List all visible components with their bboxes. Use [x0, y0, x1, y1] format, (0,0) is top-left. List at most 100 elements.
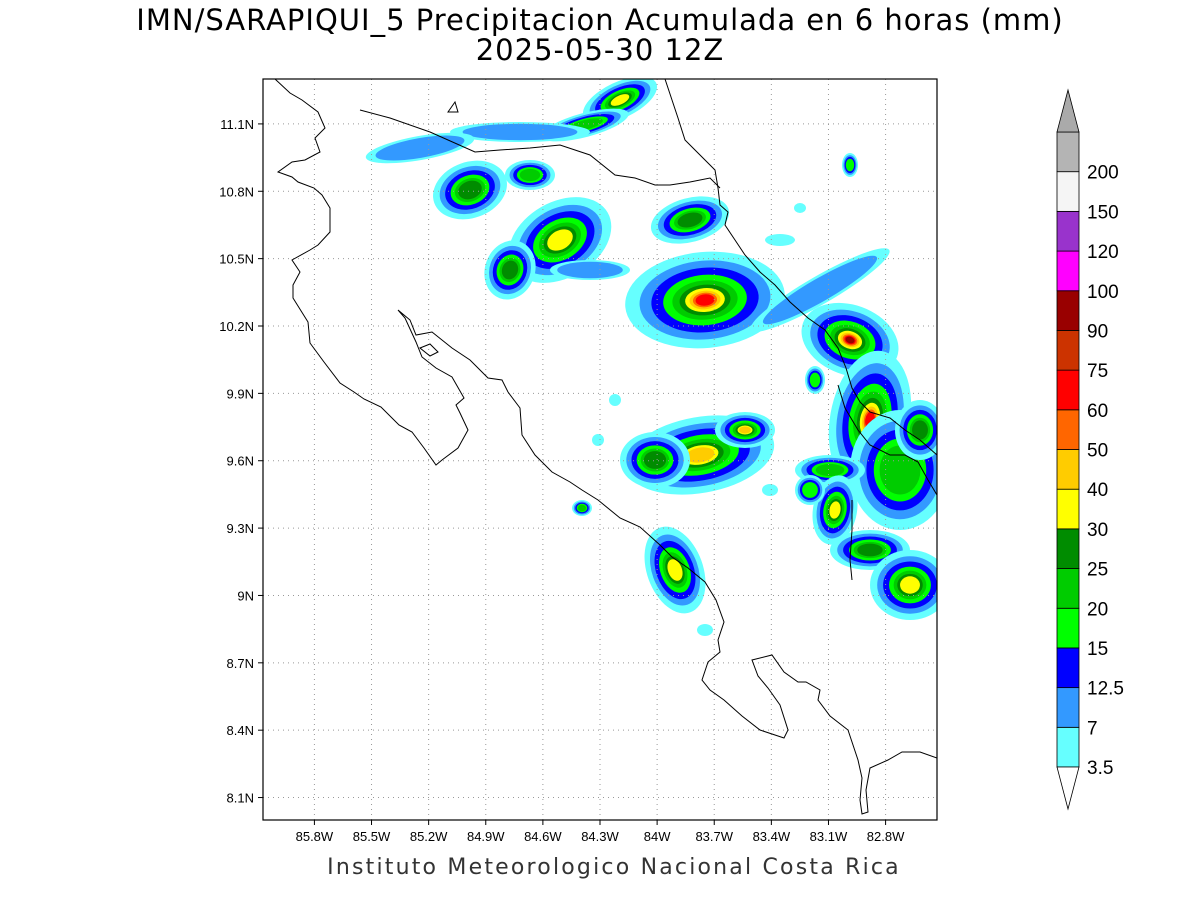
- lat-tick-label: 11.1N: [220, 117, 254, 132]
- precip-cell: [765, 234, 795, 246]
- costa-rica-panama-border-south: [849, 500, 853, 581]
- lon-tick-label: 82.8W: [867, 829, 905, 844]
- colorbar-label: 25: [1087, 560, 1108, 581]
- precip-cell: [845, 158, 855, 172]
- lon-tick-label: 85.8W: [296, 829, 334, 844]
- precip-cell: [697, 624, 713, 636]
- lat-tick-label: 9.6N: [227, 454, 254, 469]
- precip-cell: [667, 559, 683, 581]
- precip-cell: [462, 123, 578, 141]
- precip-cell: [685, 447, 715, 463]
- precip-cell: [592, 434, 604, 446]
- colorbar-swatch: [1056, 409, 1080, 450]
- colorbar-swatch: [1056, 250, 1080, 292]
- precipitation-field: [365, 79, 937, 636]
- nicaragua-pacific-coast: [274, 79, 937, 815]
- colorbar: 3.5 7 12.5 15 20 25 30 40 50 60 75 90 100 120 150 200: [1056, 88, 1124, 811]
- precip-cell: [794, 203, 806, 213]
- precip-cell: [815, 463, 845, 477]
- lon-tick-label: 85.5W: [353, 829, 391, 844]
- longitude-axis: 85.8W 85.5W 85.2W 84.9W 84.6W 84.3W 84W 83.7W 83…: [296, 820, 905, 844]
- colorbar-label: 150: [1087, 202, 1119, 223]
- precip-cell: [912, 420, 928, 440]
- lon-tick-label: 85.2W: [410, 829, 448, 844]
- lat-tick-label: 9.9N: [227, 386, 254, 401]
- precip-cell: [829, 501, 841, 519]
- colorbar-label: 20: [1087, 599, 1108, 620]
- caribbean-coast: [664, 79, 937, 456]
- colorbar-swatch: [1056, 488, 1080, 530]
- precip-cell: [739, 426, 751, 434]
- map-subtitle-date: 2025-05-30 12Z: [475, 33, 725, 67]
- colorbar-swatch: [1056, 528, 1080, 569]
- colorbar-label: 90: [1087, 321, 1108, 342]
- colorbar-swatch: [1056, 330, 1080, 371]
- lon-tick-label: 83.1W: [810, 829, 848, 844]
- lon-tick-label: 83.7W: [695, 829, 733, 844]
- colorbar-label: 15: [1087, 639, 1108, 660]
- latitude-axis: 11.1N 10.8N 10.5N 10.2N 9.9N 9.6N 9.3N 9N 8.7N 8.…: [219, 117, 263, 806]
- colorbar-swatch: [1056, 568, 1080, 609]
- precip-cell: [857, 543, 883, 557]
- precip-cell: [557, 261, 623, 279]
- colorbar-swatch: [1056, 726, 1080, 768]
- lat-tick-label: 10.8N: [219, 184, 254, 199]
- precip-cell: [375, 135, 465, 161]
- colorbar-label: 30: [1087, 520, 1108, 541]
- colorbar-label: 40: [1087, 480, 1108, 501]
- precip-cell: [519, 168, 541, 182]
- precip-cell: [501, 260, 519, 280]
- precip-cell: [762, 484, 778, 496]
- colorbar-swatch: [1056, 647, 1080, 689]
- precip-cell: [458, 180, 482, 200]
- lon-tick-label: 84.9W: [467, 829, 505, 844]
- lat-tick-label: 8.1N: [227, 791, 254, 806]
- lat-tick-label: 9.3N: [227, 521, 254, 536]
- colorbar-label: 100: [1087, 282, 1119, 303]
- colorbar-label: 75: [1087, 361, 1108, 382]
- lat-tick-label: 9N: [237, 588, 254, 603]
- precip-cell: [577, 504, 587, 512]
- precip-cell: [802, 482, 818, 498]
- gulf-nicoya-island: [419, 343, 439, 357]
- colorbar-label: 200: [1087, 163, 1119, 184]
- lon-tick-label: 84W: [644, 829, 671, 844]
- map-title: IMN/SARAPIQUI_5 Precipitacion Acumulada …: [136, 3, 1064, 37]
- precip-cell: [695, 294, 715, 306]
- precip-cell: [610, 94, 630, 106]
- colorbar-swatch: [1056, 369, 1080, 411]
- colorbar-label: 12.5: [1087, 679, 1124, 700]
- lon-tick-label: 84.6W: [524, 829, 562, 844]
- colorbar-swatch: [1056, 449, 1080, 490]
- colorbar-swatch: [1056, 290, 1080, 331]
- lake-nicaragua-island: [447, 100, 459, 113]
- colorbar-swatch: [1056, 607, 1080, 649]
- colorbar-label: 120: [1087, 242, 1119, 263]
- lat-tick-label: 8.4N: [227, 723, 254, 738]
- precip-cell: [845, 336, 855, 344]
- costa-rica-panama-border: [837, 384, 937, 496]
- footer-credit: Instituto Meteorologico Nacional Costa R…: [327, 855, 901, 880]
- nicaragua-costa-rica-border: [359, 109, 721, 189]
- lat-tick-label: 10.5N: [219, 252, 254, 267]
- colorbar-arrow-above: [1056, 88, 1080, 133]
- colorbar-label: 60: [1087, 401, 1108, 422]
- colorbar-label: 50: [1087, 441, 1108, 462]
- precip-cell: [762, 255, 878, 325]
- colorbar-swatch: [1056, 171, 1080, 212]
- precip-cell: [609, 394, 621, 406]
- colorbar-label: 3.5: [1087, 758, 1113, 779]
- lon-tick-label: 83.4W: [753, 829, 791, 844]
- lat-tick-label: 10.2N: [219, 319, 254, 334]
- precip-cell: [677, 212, 703, 228]
- lon-tick-label: 84.3W: [581, 829, 619, 844]
- precip-cell: [643, 451, 667, 469]
- lat-tick-label: 8.7N: [227, 656, 254, 671]
- colorbar-swatch: [1056, 210, 1080, 252]
- colorbar-label: 7: [1087, 718, 1098, 739]
- precip-cell: [809, 372, 821, 388]
- coastlines-borders: [274, 79, 937, 815]
- precip-cell: [547, 229, 573, 251]
- precip-cell: [900, 576, 920, 594]
